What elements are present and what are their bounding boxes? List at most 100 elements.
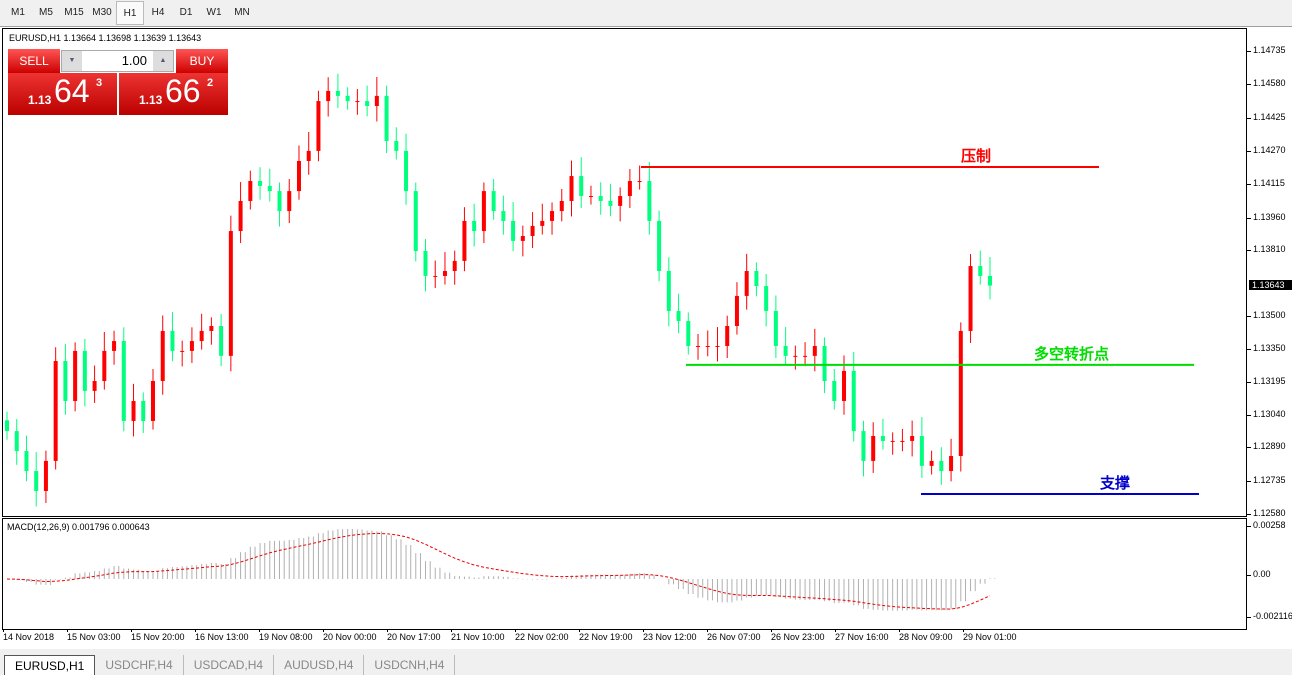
candles [5,73,1199,507]
price-tick: 1.12890 [1247,441,1286,452]
candle-body [131,400,136,421]
timeframe-d1[interactable]: D1 [179,7,193,18]
candle-body [958,330,963,456]
candle-body [754,271,759,287]
tab-audusd-h4[interactable]: AUDUSD,H4 [274,655,365,675]
price-tick: 1.14580 [1247,78,1286,89]
price-axis[interactable]: 1.14735 1.14580 1.14425 1.14270 1.14115 1.139… [1247,28,1292,630]
macd-indicator-panel[interactable]: MACD(12,26,9) 0.001796 0.000643 [2,518,1247,630]
level-label: 多空转折点 [1034,345,1110,363]
current-price-label: 1.13643 [1249,279,1292,290]
price-tick: 1.13195 [1247,375,1286,386]
candle-body [530,225,535,236]
sell-button[interactable]: SELL [8,49,60,73]
macd-tick: 0.00258 [1247,520,1286,530]
macd-tick: -0.002116 [1247,611,1292,621]
candle-body [296,161,301,192]
timeframe-toolbar: M1 M5 M15 M30 H1 H4 D1 W1 MN [0,0,1292,27]
candle-body [121,341,126,421]
timeframe-m5[interactable]: M5 [39,7,53,18]
chart-title: EURUSD,H1 1.13664 1.13698 1.13639 1.1364… [9,33,202,43]
time-tick: 22 Nov 19:00 [579,629,633,642]
timeframe-m15[interactable]: M15 [64,7,84,18]
candle-body [491,191,496,212]
candle-body [277,191,282,212]
lot-input[interactable]: ▼ 1.00 ▲ [61,50,174,72]
candle-body [627,180,632,197]
tab-usdcnh-h4[interactable]: USDCNH,H4 [364,655,456,675]
level-label: 压制 [961,148,992,166]
timeframe-h4[interactable]: H4 [151,7,165,18]
candle-body [335,90,340,96]
price-chart[interactable]: EURUSD,H1 1.13664 1.13698 1.13639 1.1364… [2,28,1247,517]
candle-body [890,440,895,442]
price-tick: 1.14270 [1247,144,1286,155]
candle-body [384,95,389,142]
price-tick: 1.14425 [1247,111,1286,122]
candle-body [569,176,574,201]
candle-body [82,350,87,391]
time-tick: 19 Nov 08:00 [259,629,313,642]
candle-body [929,460,934,466]
tab-usdcad-h4[interactable]: USDCAD,H4 [184,655,275,675]
candle-body [287,191,292,212]
macd-plot [6,529,996,611]
candle-body [189,341,194,351]
candle-body [900,440,905,442]
tab-usdchf-h4[interactable]: USDCHF,H4 [95,655,184,675]
candle-body [812,345,817,356]
candle-body [861,431,866,461]
candle-body [705,345,710,347]
candle-body [238,200,243,232]
candle-body [365,101,370,107]
buy-button[interactable]: BUY [176,49,228,73]
candle-body [910,436,915,441]
candle-body [696,345,701,347]
candle-body [647,180,652,221]
macd-tick: 0.00 [1247,569,1271,579]
sell-price[interactable]: 1.13 64 3 [8,73,117,115]
buy-price[interactable]: 1.13 66 2 [119,73,228,115]
candle-body [24,451,29,472]
timeframe-mn[interactable]: MN [234,7,250,18]
candle-body [442,271,447,276]
candle-body [734,295,739,327]
candle-body [793,355,798,357]
timeframe-m30[interactable]: M30 [92,7,112,18]
candle-body [988,275,992,286]
price-tick: 1.13810 [1247,243,1286,254]
lot-value[interactable]: 1.00 [121,53,147,68]
tab-eurusd-h1[interactable]: EURUSD,H1 [4,655,96,675]
candle-body [267,185,272,192]
candle-body [141,400,146,421]
candle-body [316,101,321,151]
candle-body [170,330,175,351]
price-tick: 1.13960 [1247,211,1286,222]
candle-body [803,355,808,357]
candle-body [209,326,214,331]
candle-body [540,220,545,226]
candle-body [73,350,78,401]
time-tick: 23 Nov 12:00 [643,629,697,642]
candle-body [871,436,876,461]
candle-body [462,220,467,261]
price-tick: 1.12735 [1247,474,1286,485]
candle-body [783,345,788,356]
candle-body [598,196,603,201]
candle-body [53,361,58,461]
time-tick: 22 Nov 02:00 [515,629,569,642]
candle-body [637,180,642,182]
candle-body [579,176,584,197]
candle-body [228,231,233,356]
lot-increase-button[interactable]: ▲ [153,51,173,71]
candle-body [978,266,983,276]
candle-body [501,211,506,221]
candle-body [413,191,418,252]
lot-decrease-button[interactable]: ▼ [62,51,82,71]
candle-body [219,326,224,356]
timeframe-w1[interactable]: W1 [206,7,222,18]
candle-body [306,150,311,162]
timeframe-m1[interactable]: M1 [11,7,25,18]
timeframe-h1[interactable]: H1 [116,1,144,25]
candle-body [725,326,730,346]
